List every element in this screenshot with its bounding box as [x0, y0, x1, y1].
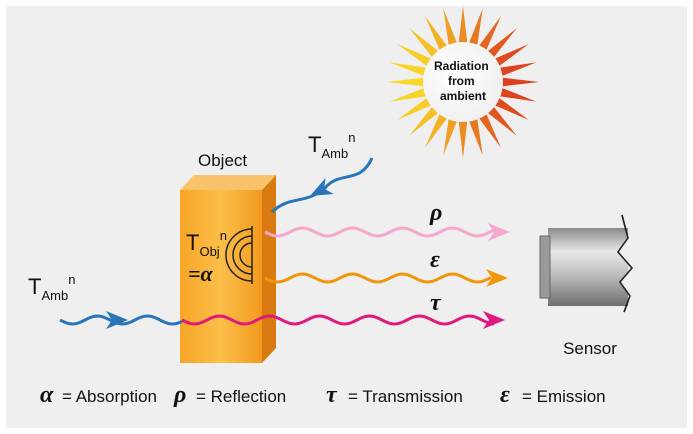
sensor-cut-line: [617, 214, 633, 313]
legend-symbol: ρ: [173, 382, 186, 408]
emission-wave: [264, 272, 492, 284]
arrow-head: [106, 311, 128, 329]
arrow-head: [310, 177, 334, 196]
legend-symbol: τ: [326, 382, 338, 408]
object-alpha: =α: [188, 261, 214, 286]
panel: [6, 6, 687, 428]
legend-symbol: ε: [500, 382, 510, 408]
emission-arcs: [225, 226, 253, 284]
reflection-wave: [264, 226, 496, 238]
legend-text: = Absorption: [62, 387, 157, 406]
sun-ray: [389, 87, 428, 102]
rho-label: ρ: [429, 200, 442, 226]
ambient-left-label: TAmbn: [28, 272, 75, 303]
sun-ray: [409, 28, 440, 59]
sun-ray: [387, 77, 426, 87]
sun-ray: [493, 97, 529, 120]
sun-ray: [478, 16, 501, 52]
legend-text: = Reflection: [196, 387, 286, 406]
sun-ray: [425, 112, 448, 148]
object-front: [180, 190, 262, 363]
sun-ray: [397, 97, 433, 120]
transmission-wave: [181, 314, 495, 326]
sun-ray: [500, 77, 539, 87]
sun-ray: [493, 44, 529, 67]
arrow-head: [488, 223, 510, 241]
sun-ray: [458, 6, 468, 45]
legend-text: = Emission: [522, 387, 606, 406]
object-label: Object: [198, 151, 247, 170]
object-top: [180, 175, 276, 190]
legend: α = Absorption ρ = Reflection τ = Transm…: [40, 382, 606, 408]
sun-ray: [443, 8, 458, 47]
sun-ray: [486, 28, 517, 59]
sun-ray: [443, 117, 458, 156]
sun-label: Radiation from ambient: [434, 59, 492, 103]
sun-ray: [389, 62, 428, 77]
tau-label: τ: [430, 290, 442, 316]
sun-ray: [468, 8, 483, 47]
epsilon-label: ε: [430, 247, 440, 273]
legend-text: = Transmission: [348, 387, 463, 406]
waves: [59, 157, 510, 329]
incoming-wave: [59, 314, 183, 326]
sun-ray: [478, 112, 501, 148]
object-temp-label: TObjn: [186, 228, 227, 259]
sun-ray: [468, 117, 483, 156]
sensor-label: Sensor: [563, 339, 617, 358]
arrow-head: [483, 311, 505, 329]
sun-ray: [486, 105, 517, 136]
sun-ray: [458, 119, 468, 158]
arrow-head: [486, 269, 508, 287]
sun-ray: [498, 62, 537, 77]
sun-disc: [423, 42, 503, 122]
ambient-top-label: TAmbn: [308, 130, 355, 161]
sensor-body: [548, 228, 628, 306]
sun-ray: [409, 105, 440, 136]
object-side: [262, 175, 276, 363]
sensor-mask: [618, 228, 660, 306]
ambient-wave: [270, 157, 374, 214]
legend-symbol: α: [40, 382, 54, 408]
sensor-lens: [539, 235, 551, 299]
sun-ray: [397, 44, 433, 67]
sun-ray: [498, 87, 537, 102]
sun: [387, 6, 539, 158]
sun-ray: [425, 16, 448, 52]
